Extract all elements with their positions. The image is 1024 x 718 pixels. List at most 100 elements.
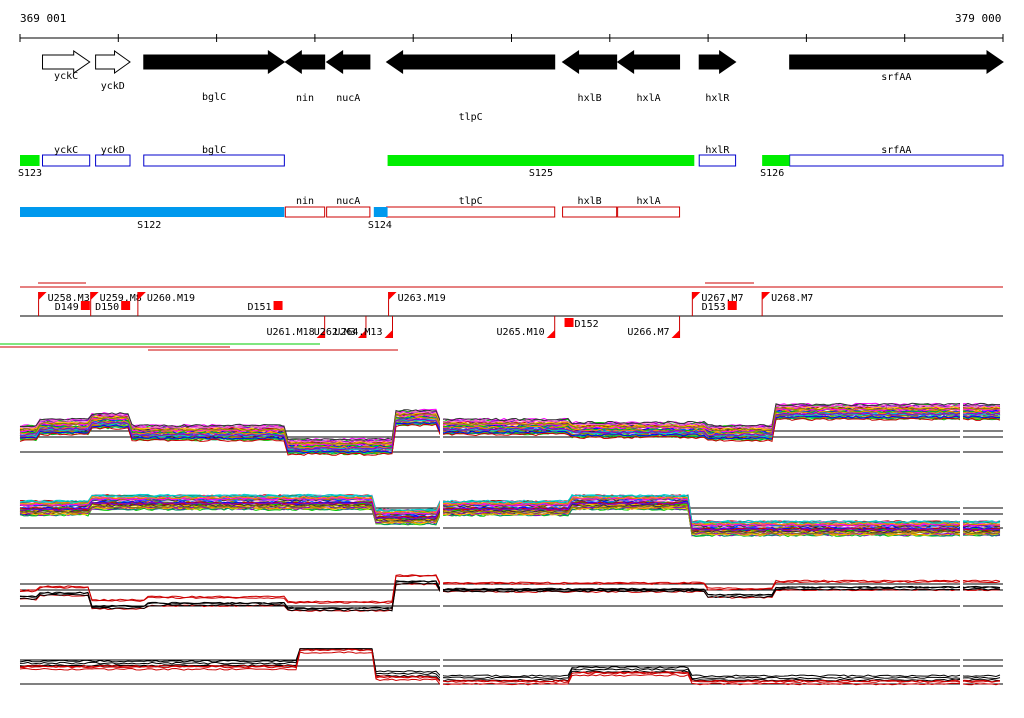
expression-panel-plus-trace (20, 402, 1000, 441)
expression-panel-minus-trace (20, 501, 1001, 532)
expression-panel-plus-trace (19, 415, 1001, 454)
d-marker-label-d152: D152 (575, 319, 599, 330)
feature-label-u262-m3: U262.M3 (314, 327, 356, 338)
plus-gene-label-srfaa: srfAA (881, 145, 911, 156)
d-marker-d151 (273, 301, 283, 310)
plus-gene-label-hxlr: hxlR (705, 145, 730, 156)
gene-label-yckc: yckC (54, 71, 78, 82)
feature-flag-u261-m18 (316, 330, 325, 338)
segment-label-s125: S125 (529, 168, 553, 179)
minus-gene-label-nin: nin (296, 196, 314, 207)
expression-panel-minus-gap (440, 478, 443, 544)
expression-panel-plus-trace (19, 417, 1001, 456)
segment-s125 (387, 155, 695, 166)
gene-label-hxla: hxlA (637, 93, 661, 104)
feature-label-u258-m3: U258.M3 (48, 293, 90, 304)
gene-arrow-nin (284, 50, 326, 74)
feature-label-u263-m19: U263.M19 (398, 293, 446, 304)
feature-flag-u268-m7 (762, 292, 771, 300)
expression-panel-plus-gap (440, 396, 443, 464)
expression-panel-minus-trace (19, 495, 1000, 526)
gene-arrow-yckd (95, 50, 131, 74)
coord-end-label: 379 000 (955, 12, 1002, 25)
gene-arrow-hxlb (561, 50, 618, 74)
segment-label-s124: S124 (368, 220, 392, 231)
feature-label-u261-m18: U261.M18 (266, 327, 314, 338)
segment-label-s126: S126 (760, 168, 784, 179)
plus-gene-label-yckc: yckC (54, 145, 78, 156)
feature-flag-u263-m19 (388, 292, 397, 300)
feature-flag-u266-m7 (671, 330, 680, 338)
gene-label-tlpc: tlpC (459, 112, 483, 123)
d-marker-d153 (727, 301, 737, 310)
feature-flag-u267-m7 (692, 292, 701, 300)
d-marker-d149 (80, 301, 90, 310)
expression-panel-plus-gap (960, 396, 963, 464)
gene-arrow-hxlr (698, 50, 737, 74)
mean-profile-minus-gap (440, 644, 443, 694)
feature-label-u265-m10: U265.M10 (497, 327, 545, 338)
feature-flag-u265-m10 (546, 330, 555, 338)
feature-flag-u259-m8 (90, 292, 99, 300)
expression-panel-minus (19, 478, 1003, 544)
gene-label-hxlr: hxlR (705, 93, 730, 104)
segment-s122 (20, 207, 285, 217)
feature-flag-u262-m3 (357, 330, 366, 338)
expression-panel-minus-gap (960, 478, 963, 544)
plus-gene-box-srfaa (789, 154, 1004, 167)
mean-profile-plus-gap (440, 570, 443, 616)
gene-label-bglc: bglC (202, 92, 226, 103)
feature-label-u259-m8: U259.M8 (100, 293, 142, 304)
minus-gene-box-nin (284, 206, 326, 218)
gene-label-yckd: yckD (101, 81, 125, 92)
mean-profile-plus (19, 570, 1003, 616)
mean-profile-plus-trace (19, 574, 1001, 604)
mean-profile-minus-trace (19, 648, 1001, 683)
segment-label-s123: S123 (18, 168, 42, 179)
minus-gene-box-nuca (326, 206, 371, 218)
mean-profile-minus-gap (960, 644, 963, 694)
expression-panel-minus-trace (19, 503, 1001, 534)
d-marker-label-d151: D151 (247, 302, 271, 313)
gene-arrow-srfaa (789, 50, 1004, 74)
mean-profile-minus (19, 644, 1003, 694)
minus-gene-box-hxla (617, 206, 681, 218)
gene-arrow-tlpc (385, 50, 556, 74)
expression-panel-plus-trace (19, 404, 1001, 444)
mean-profile-minus-trace (19, 651, 1001, 686)
coord-start-label: 369 001 (20, 12, 67, 25)
expression-panel-plus-trace (19, 412, 1001, 451)
mean-profile-minus-trace (19, 648, 1001, 680)
minus-gene-label-tlpc: tlpC (459, 196, 483, 207)
plus-gene-box-bglc (143, 154, 285, 167)
gene-arrow-hxla (616, 50, 681, 74)
gene-label-nin: nin (296, 93, 314, 104)
plus-gene-box-hxlr (698, 154, 737, 167)
gene-label-hxlb: hxlB (578, 93, 602, 104)
plus-gene-label-yckd: yckD (101, 145, 125, 156)
minus-gene-label-hxla: hxlA (637, 196, 661, 207)
expression-panel-minus-trace (19, 494, 1001, 524)
feature-flag-u260-m19 (137, 292, 146, 300)
minus-gene-label-hxlb: hxlB (578, 196, 602, 207)
gene-arrow-yckc (42, 50, 91, 74)
gene-arrow-nuca (325, 50, 371, 74)
expression-panel-minus-trace (19, 504, 1001, 535)
feature-label-u267-m7: U267.M7 (701, 293, 743, 304)
expression-panel-minus-trace (19, 497, 1001, 527)
plus-gene-box-yckd (95, 154, 131, 167)
expression-panel-plus-trace (19, 406, 1001, 446)
mean-profile-plus-trace (19, 582, 1001, 612)
feature-flag-u258-m3 (38, 292, 47, 300)
d-marker-d150 (121, 301, 131, 310)
d-marker-d152 (564, 318, 574, 327)
expression-panel-minus-trace (20, 494, 1001, 525)
feature-label-u264-m13: U264.M13 (334, 327, 382, 338)
feature-flag-u264-m13 (384, 330, 393, 338)
d-marker-label-d149: D149 (55, 302, 79, 313)
gene-track (42, 50, 1004, 74)
plus-gene-box-yckc (42, 154, 91, 167)
segment-s123 (20, 155, 40, 166)
